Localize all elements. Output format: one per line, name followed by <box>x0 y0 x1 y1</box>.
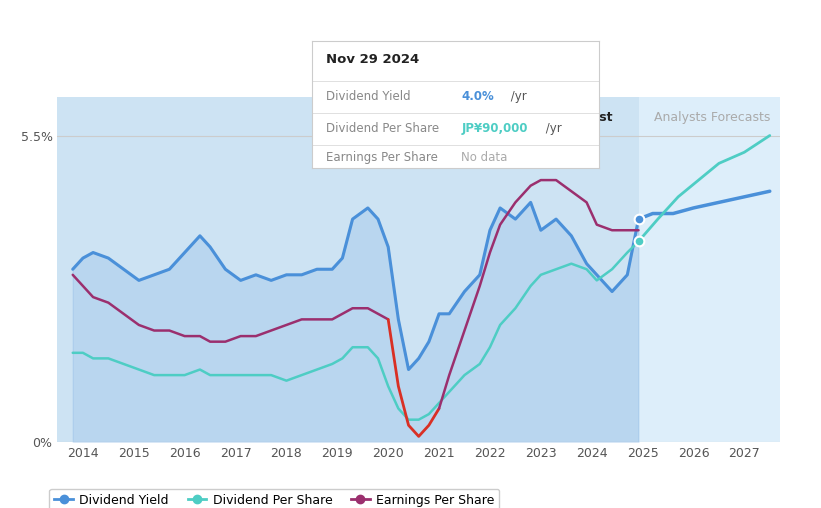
Legend: Dividend Yield, Dividend Per Share, Earnings Per Share: Dividend Yield, Dividend Per Share, Earn… <box>49 489 499 508</box>
Text: Dividend Per Share: Dividend Per Share <box>327 122 439 135</box>
Text: Past: Past <box>583 111 613 124</box>
Bar <box>639 97 780 442</box>
Text: Earnings Per Share: Earnings Per Share <box>327 151 438 164</box>
Text: /yr: /yr <box>507 90 527 103</box>
Text: 4.0%: 4.0% <box>461 90 494 103</box>
Text: Nov 29 2024: Nov 29 2024 <box>327 53 420 67</box>
Bar <box>57 97 639 442</box>
Text: No data: No data <box>461 151 507 164</box>
Text: Analysts Forecasts: Analysts Forecasts <box>654 111 770 124</box>
Text: JP¥90,000: JP¥90,000 <box>461 122 528 135</box>
Text: Dividend Yield: Dividend Yield <box>327 90 411 103</box>
Text: /yr: /yr <box>542 122 562 135</box>
